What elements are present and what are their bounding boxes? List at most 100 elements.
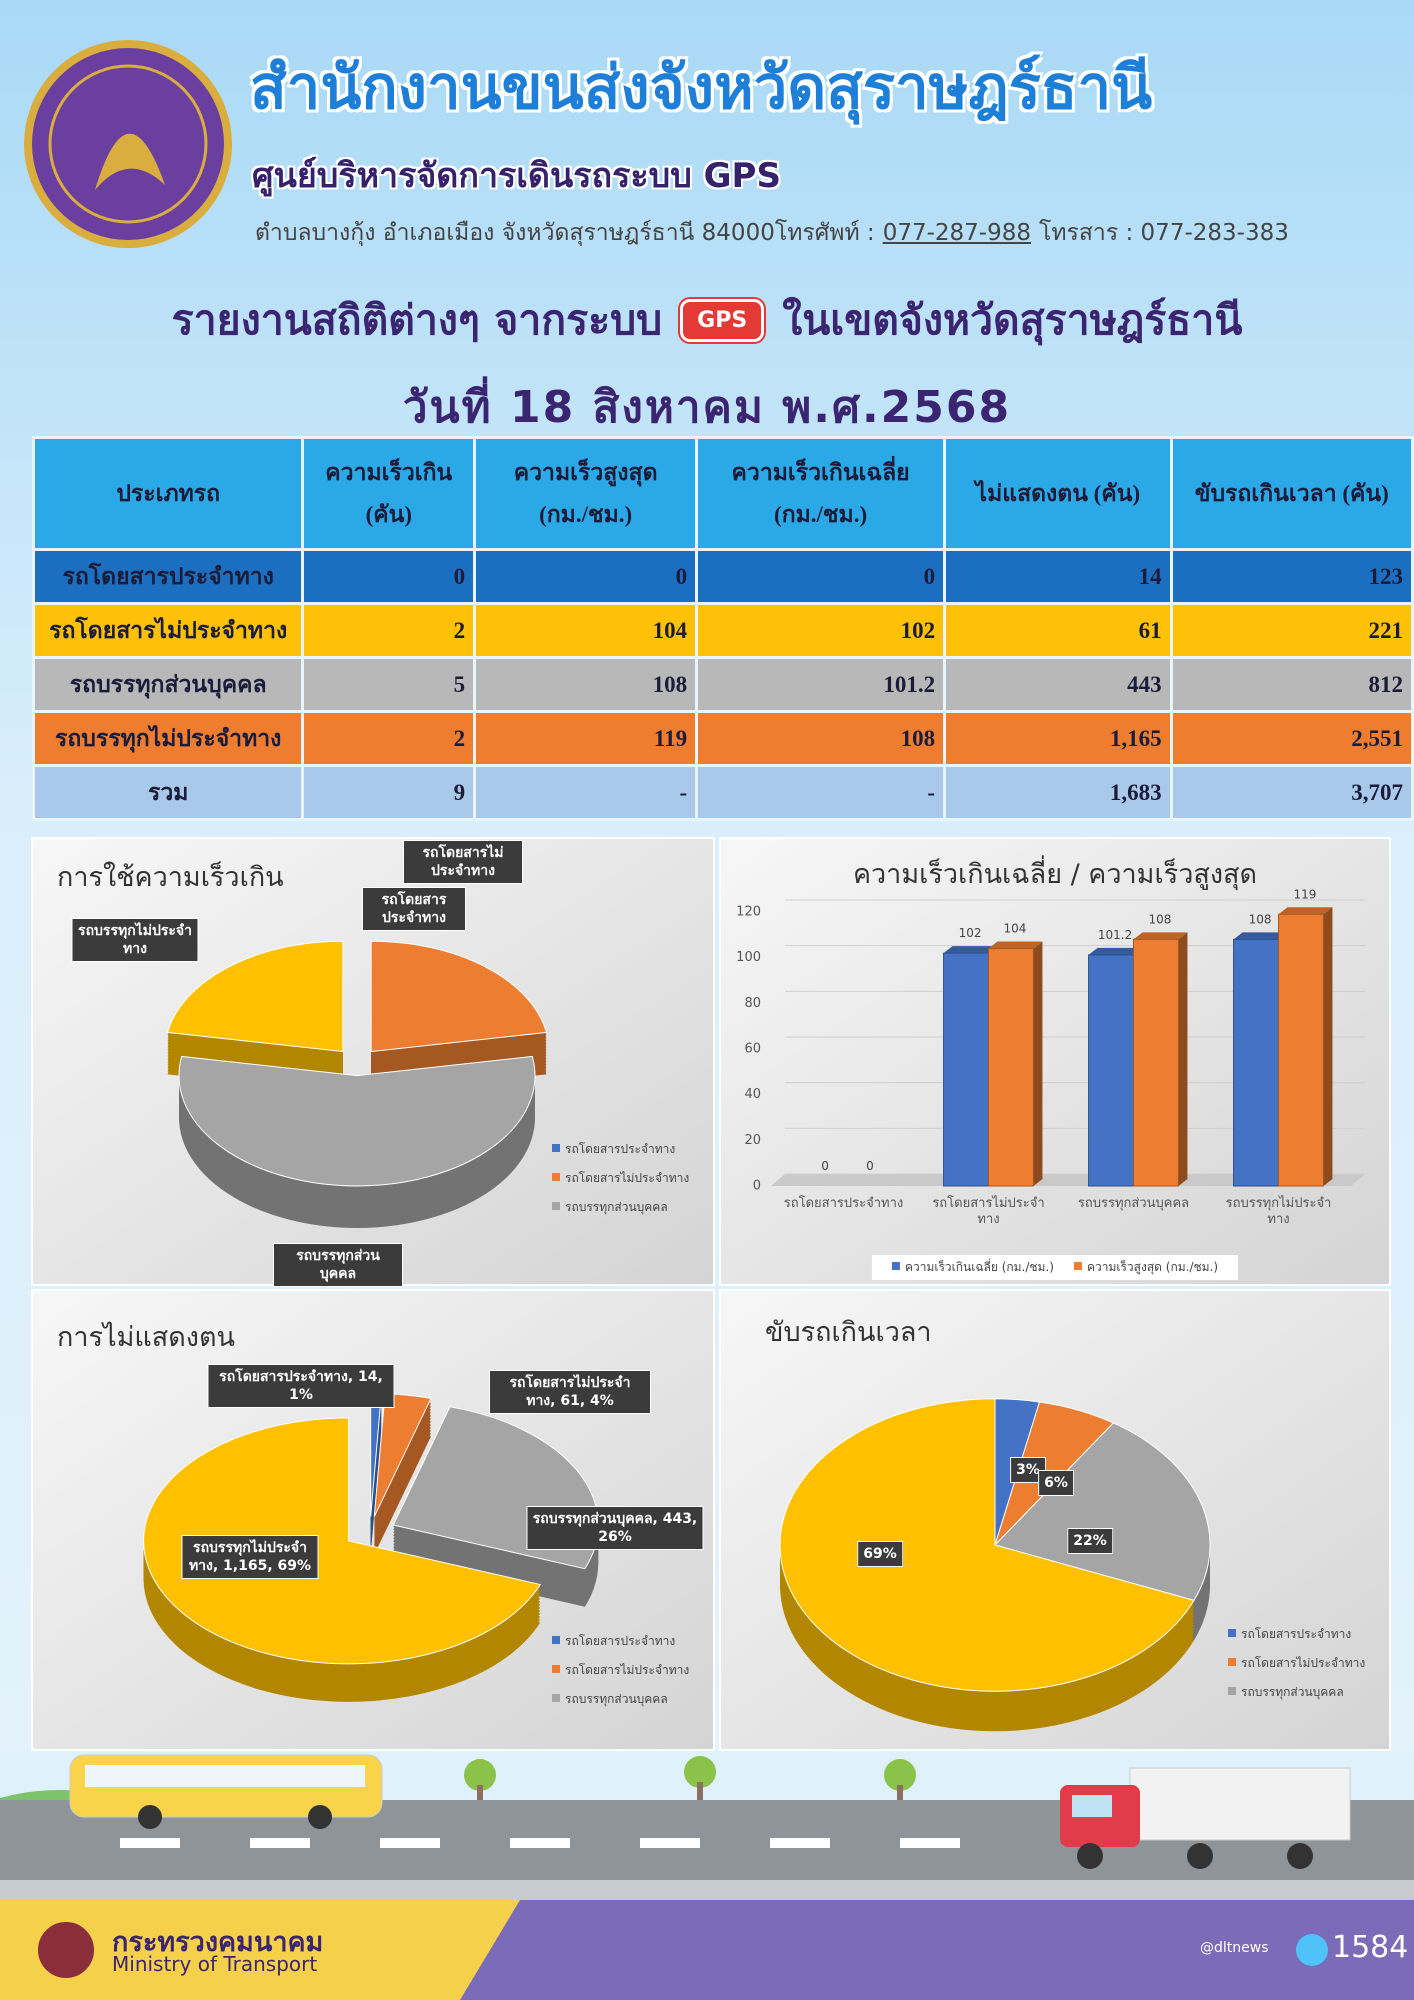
address: ตำบลบางกุ้ง อำเภอเมือง จังหวัดสุราษฎร์ธา… [255, 220, 875, 246]
bar [1088, 954, 1135, 1187]
table-cell: 2 [301, 602, 477, 659]
header-subtitle: ศูนย์บริหารจัดการเดินรถระบบ GPS [252, 156, 781, 196]
bar [1278, 913, 1324, 1187]
data-label: รถบรรทุกไม่ประจำทาง [71, 918, 199, 962]
data-label: รถโดยสารไม่ประจำทาง, 61, 4% [489, 1370, 651, 1414]
header-text: ความเร็วเกิน [325, 459, 453, 485]
legend-text: รถโดยสารไม่ประจำทาง [565, 1663, 690, 1677]
header-cell: ความเร็วเกิน (คัน) [301, 436, 477, 551]
pie-slice [166, 940, 344, 1053]
header-text: ความเร็วสูงสุด [513, 459, 658, 485]
ministry-th: กระทรวงคมนาคม [112, 1927, 324, 1958]
y-tick-label: 120 [736, 905, 761, 920]
header-cell: ความเร็วสูงสุด (กม./ชม.) [473, 436, 699, 551]
x-tick-label: รถบรรทุกส่วนบุคคล [1077, 1196, 1190, 1211]
chart-title: การใช้ความเร็วเกิน [57, 862, 284, 893]
bar-side [1033, 941, 1043, 1186]
legend-item: รถโดยสารประจำทาง [552, 1632, 692, 1651]
y-tick-label: 80 [744, 996, 761, 1011]
legend-text: รถโดยสารประจำทาง [565, 1142, 676, 1156]
header-text: (คัน) [365, 501, 412, 527]
header-text: (กม./ชม.) [774, 501, 868, 527]
header-title: สำนักงานขนส่งจังหวัดสุราษฎร์ธานี [250, 53, 1153, 123]
table-row: รถบรรทุกส่วนบุคคล 5 108 101.2 443 812 [31, 656, 1414, 713]
header-cell: ประเภทรถ [31, 436, 305, 551]
legend-swatch [891, 1262, 900, 1270]
legend-text: รถบรรทุกส่วนบุคคล [565, 1692, 668, 1706]
fax: โทรสาร : 077-283-383 [1039, 220, 1289, 246]
table-cell: 443 [943, 656, 1173, 713]
legend: รถโดยสารประจำทางรถโดยสารไม่ประจำทางรถบรร… [552, 1632, 692, 1719]
table-row: รถโดยสารไม่ประจำทาง 2 104 102 61 221 [31, 602, 1414, 659]
logo-emblem [95, 133, 165, 190]
legend-item: รถโดยสารประจำทาง [552, 1140, 692, 1159]
table-cell: 108 [473, 656, 699, 713]
header-text: ความเร็วเกินเฉลี่ย [731, 459, 910, 485]
table-cell: รถโดยสารประจำทาง [31, 548, 305, 605]
legend-item: รถบรรทุกส่วนบุคคล [552, 1690, 692, 1709]
legend-item: ความเร็วสูงสุด (กม./ชม.) [1073, 1258, 1219, 1277]
header-cell: ความเร็วเกินเฉลี่ย (กม./ชม.) [695, 436, 947, 551]
bar [1233, 938, 1280, 1187]
y-tick-label: 20 [744, 1133, 761, 1148]
table-cell: 5 [301, 656, 477, 713]
address-line: ตำบลบางกุ้ง อำเภอเมือง จังหวัดสุราษฎร์ธา… [255, 215, 1297, 251]
y-tick-label: 0 [753, 1179, 761, 1194]
gps-badge: GPS [680, 299, 765, 342]
legend-swatch [1228, 1629, 1236, 1637]
legend-text: รถโดยสารไม่ประจำทาง [1241, 1656, 1366, 1670]
bar-top [988, 941, 1043, 949]
table-cell: 0 [301, 548, 477, 605]
data-label: รถบรรทุกไม่ประจำทาง, 1,165, 69% [181, 1535, 319, 1579]
table-cell: 812 [1169, 656, 1414, 713]
table-cell: 119 [473, 710, 699, 767]
header-text: (กม./ชม.) [539, 501, 633, 527]
table-cell: 108 [695, 710, 947, 767]
table-row: รวม 9- -1,683 3,707 [31, 764, 1414, 821]
bar-top [1233, 932, 1288, 940]
stats-table: ประเภทรถ ความเร็วเกิน (คัน) ความเร็วสูงสุด (… [31, 436, 1414, 821]
header-cell: ไม่แสดงตน (คัน) [943, 436, 1173, 551]
bar [1133, 938, 1179, 1187]
table-cell: 104 [473, 602, 699, 659]
legend-text: รถบรรทุกส่วนบุคคล [1241, 1685, 1344, 1699]
table-cell: 61 [943, 602, 1173, 659]
report-title-right: ในเขตจังหวัดสุราษฎร์ธานี [782, 296, 1243, 344]
legend-swatch [552, 1202, 560, 1210]
bar-top [1088, 947, 1143, 955]
data-label: 104 [1004, 922, 1027, 936]
footer-bar [0, 1900, 1414, 2000]
data-label: 119 [1294, 887, 1317, 901]
header-cell: ขับรถเกินเวลา (คัน) [1169, 436, 1414, 551]
header-text: ประเภทรถ [116, 480, 221, 506]
table-cell: รวม [31, 764, 305, 821]
floor [771, 1174, 1365, 1186]
data-label: 6% [1038, 1470, 1074, 1496]
legend: ความเร็วเกินเฉลี่ย (กม./ชม.) ความเร็วสูงส… [871, 1255, 1239, 1280]
legend-text: ความเร็วสูงสุด (กม./ชม.) [1086, 1260, 1219, 1274]
legend: รถโดยสารประจำทาง รถโดยสารไม่ประจำทาง รถบรร… [552, 1140, 692, 1227]
legend-text: รถโดยสารประจำทาง [1241, 1627, 1352, 1641]
legend-swatch [1073, 1262, 1082, 1270]
data-label: 101.2 [1098, 928, 1132, 942]
chart-title: ความเร็วเกินเฉลี่ย / ความเร็วสูงสุด [852, 859, 1258, 890]
phone: 077-287-988 [882, 220, 1031, 246]
bar-top [1133, 932, 1188, 940]
bar-top [1278, 907, 1333, 915]
x-tick-label: รถโดยสารประจำทาง [783, 1196, 904, 1211]
table-cell: 221 [1169, 602, 1414, 659]
legend-item: รถบรรทุกส่วนบุคคล [1228, 1683, 1368, 1702]
pie-slice [994, 1422, 1211, 1601]
legend-text: รถโดยสารไม่ประจำทาง [565, 1171, 690, 1185]
legend-item: รถโดยสารไม่ประจำทาง [1228, 1654, 1368, 1673]
table-cell: รถบรรทุกส่วนบุคคล [31, 656, 305, 713]
pie-slice [370, 940, 548, 1053]
table-cell: - [695, 764, 947, 821]
table-row: รถบรรทุกไม่ประจำทาง 2 119 108 1,165 2,551 [31, 710, 1414, 767]
call-center: 1584 [1332, 1930, 1409, 1965]
bar-side [1323, 907, 1333, 1186]
table-cell: รถโดยสารไม่ประจำทาง [31, 602, 305, 659]
data-label: 0 [866, 1159, 874, 1173]
data-label: รถบรรทุกส่วนบุคคล, 443, 26% [526, 1506, 704, 1550]
